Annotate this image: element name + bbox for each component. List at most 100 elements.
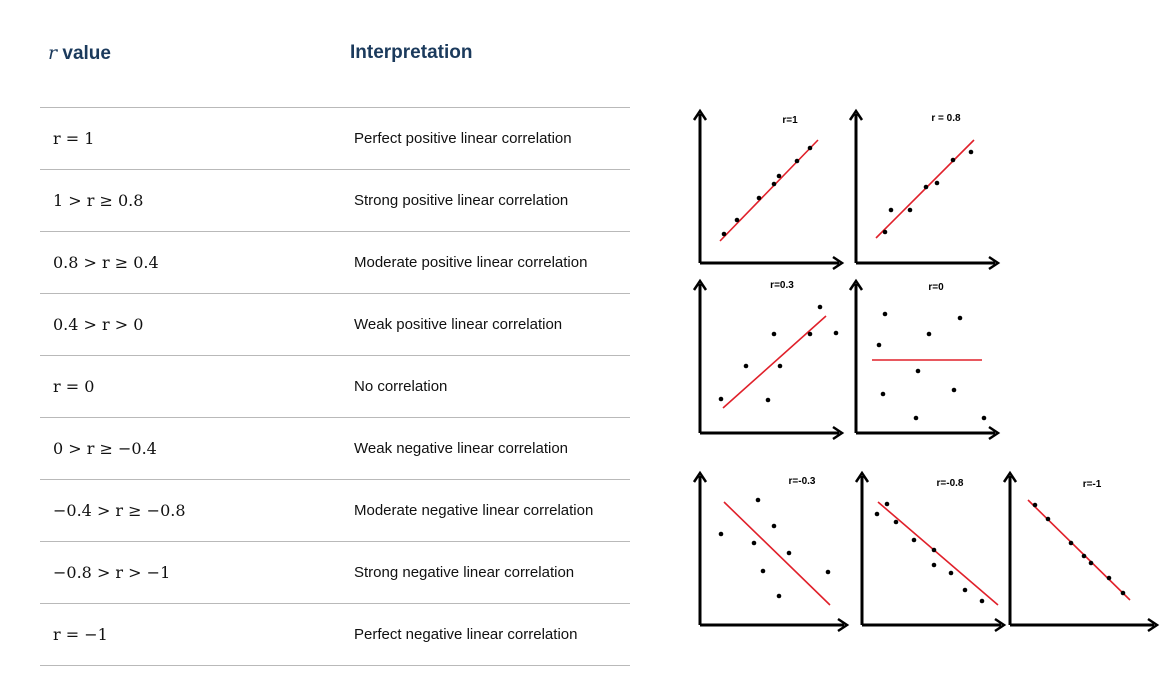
header-r-value: r value bbox=[48, 42, 111, 65]
data-point bbox=[888, 207, 894, 213]
table-row: 0 > r ≥ −0.4 Weak negative linear correla… bbox=[40, 417, 630, 480]
data-point bbox=[931, 562, 937, 568]
data-point bbox=[880, 391, 886, 397]
data-point bbox=[876, 342, 882, 348]
table-row: r = 1 Perfect positive linear correlation bbox=[40, 107, 630, 170]
plot-label: r=-0.3 bbox=[789, 476, 816, 487]
scatter-plot: r=0.3 bbox=[690, 278, 845, 441]
data-point bbox=[907, 207, 913, 213]
table-row: r = −1 Perfect negative linear correlatio… bbox=[40, 603, 630, 666]
data-point bbox=[817, 304, 823, 310]
data-point bbox=[950, 157, 956, 163]
data-point bbox=[794, 158, 800, 164]
interpretation-cell: Perfect positive linear correlation bbox=[354, 107, 630, 170]
data-point bbox=[968, 149, 974, 155]
data-point bbox=[1088, 560, 1094, 566]
interpretation-cell: Strong negative linear correlation bbox=[354, 541, 630, 604]
scatter-plot: r=-0.3 bbox=[690, 470, 850, 633]
scatter-plot: r = 0.8 bbox=[846, 108, 1001, 271]
data-point bbox=[776, 593, 782, 599]
data-point bbox=[807, 331, 813, 337]
data-point bbox=[755, 497, 761, 503]
data-point bbox=[807, 145, 813, 151]
interpretation-cell: No correlation bbox=[354, 355, 630, 418]
y-axis-arrow-icon bbox=[848, 108, 864, 121]
r-range-cell: −0.8 > r > −1 bbox=[40, 541, 354, 604]
data-point bbox=[923, 184, 929, 190]
data-point bbox=[1068, 540, 1074, 546]
data-point bbox=[718, 396, 724, 402]
interpretation-cell: Weak negative linear correlation bbox=[354, 417, 630, 480]
data-point bbox=[911, 537, 917, 543]
plot-label: r = 0.8 bbox=[931, 113, 961, 124]
data-point bbox=[734, 217, 740, 223]
r-range-cell: r = 0 bbox=[40, 355, 354, 418]
data-point bbox=[882, 311, 888, 317]
interpretation-cell: Strong positive linear correlation bbox=[354, 169, 630, 232]
data-point bbox=[962, 587, 968, 593]
data-point bbox=[1120, 590, 1126, 596]
r-range-cell: 0.8 > r ≥ 0.4 bbox=[40, 231, 354, 294]
r-range-cell: r = 1 bbox=[40, 107, 354, 170]
data-point bbox=[1081, 553, 1087, 559]
r-range-cell: 0.4 > r > 0 bbox=[40, 293, 354, 356]
data-point bbox=[884, 501, 890, 507]
r-range-cell: 1 > r ≥ 0.8 bbox=[40, 169, 354, 232]
r-symbol: r bbox=[48, 42, 58, 64]
data-point bbox=[1032, 502, 1038, 508]
y-axis-arrow-icon bbox=[692, 108, 708, 121]
data-point bbox=[771, 523, 777, 529]
data-point bbox=[833, 330, 839, 336]
data-point bbox=[825, 569, 831, 575]
data-point bbox=[756, 195, 762, 201]
data-point bbox=[874, 511, 880, 517]
interpretation-cell: Moderate positive linear correlation bbox=[354, 231, 630, 294]
fit-line bbox=[719, 139, 819, 242]
data-point bbox=[979, 598, 985, 604]
x-axis-arrow-icon bbox=[1147, 617, 1160, 633]
interpretation-cell: Moderate negative linear correlation bbox=[354, 479, 630, 542]
data-point bbox=[957, 315, 963, 321]
x-axis-arrow-icon bbox=[988, 255, 1001, 271]
y-axis-arrow-icon bbox=[1002, 470, 1018, 483]
data-point bbox=[893, 519, 899, 525]
table-row: −0.8 > r > −1 Strong negative linear corr… bbox=[40, 541, 630, 604]
data-point bbox=[1106, 575, 1112, 581]
data-point bbox=[718, 531, 724, 537]
fit-line bbox=[877, 501, 999, 606]
data-point bbox=[915, 368, 921, 374]
scatter-plot: r=1 bbox=[690, 108, 845, 271]
data-point bbox=[934, 180, 940, 186]
interpretation-cell: Weak positive linear correlation bbox=[354, 293, 630, 356]
header-interpretation: Interpretation bbox=[350, 42, 473, 63]
table-row: 0.4 > r > 0 Weak positive linear correlat… bbox=[40, 293, 630, 356]
data-point bbox=[951, 387, 957, 393]
data-point bbox=[777, 363, 783, 369]
data-point bbox=[1045, 516, 1051, 522]
fit-line bbox=[1027, 499, 1131, 601]
data-point bbox=[931, 547, 937, 553]
data-point bbox=[765, 397, 771, 403]
r-range-cell: r = −1 bbox=[40, 603, 354, 666]
interpretation-cell: Perfect negative linear correlation bbox=[354, 603, 630, 666]
table-row: r = 0 No correlation bbox=[40, 355, 630, 418]
data-point bbox=[751, 540, 757, 546]
data-point bbox=[776, 173, 782, 179]
fit-line bbox=[722, 315, 827, 409]
plot-label: r=0.3 bbox=[770, 280, 794, 291]
table-row: 1 > r ≥ 0.8 Strong positive linear correl… bbox=[40, 169, 630, 232]
x-axis-arrow-icon bbox=[994, 617, 1007, 633]
y-axis-arrow-icon bbox=[692, 470, 708, 483]
data-point bbox=[913, 415, 919, 421]
data-point bbox=[882, 229, 888, 235]
data-point bbox=[786, 550, 792, 556]
plot-label: r=0 bbox=[928, 282, 944, 293]
data-point bbox=[743, 363, 749, 369]
plot-label: r=-1 bbox=[1083, 479, 1102, 490]
y-axis-arrow-icon bbox=[848, 278, 864, 291]
plot-label: r=1 bbox=[782, 115, 798, 126]
y-axis-arrow-icon bbox=[854, 470, 870, 483]
r-value-word: value bbox=[62, 43, 111, 64]
data-point bbox=[760, 568, 766, 574]
correlation-table: r = 1 Perfect positive linear correlation… bbox=[40, 107, 630, 666]
